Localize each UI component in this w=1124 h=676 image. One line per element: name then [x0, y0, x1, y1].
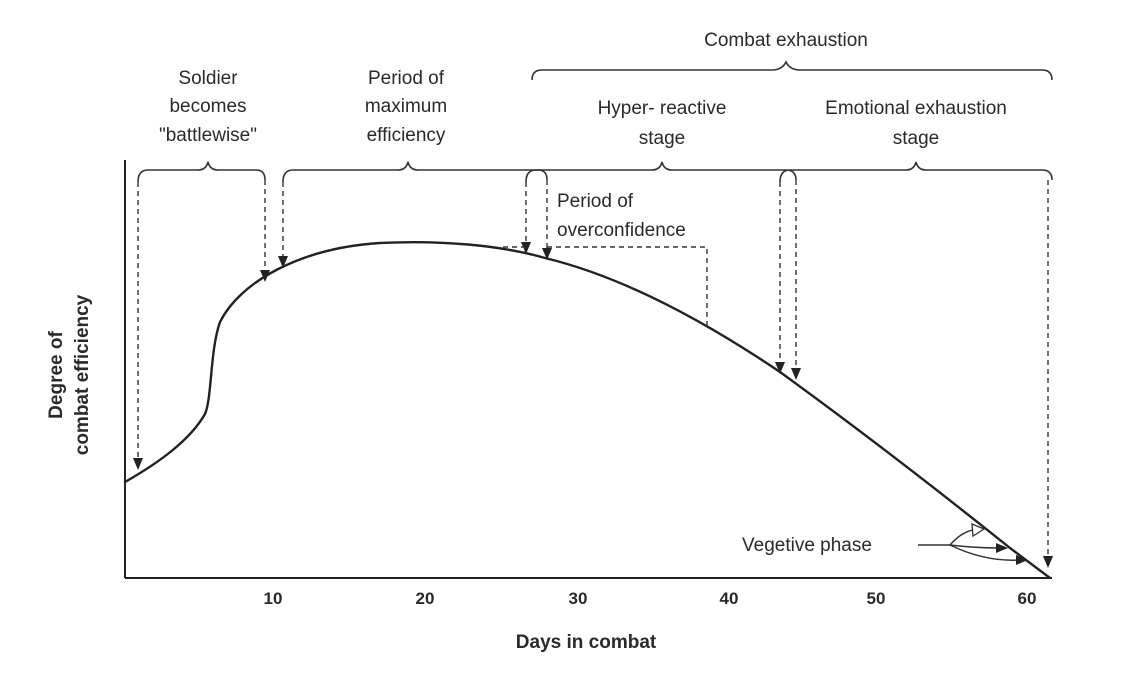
emotional-exhaustion-brace [779, 161, 1053, 183]
x-tick-10: 10 [264, 589, 283, 608]
drop-line-hyper-start [521, 182, 531, 254]
max-efficiency-label-line3: efficiency [367, 125, 446, 146]
overconfidence-label-line2: overconfidence [557, 220, 686, 241]
y-axis-title: Degree of combat efficiency [46, 294, 93, 455]
drop-line-max-efficiency-end [542, 180, 552, 260]
battlewise-label-line1: Soldier [178, 68, 238, 89]
combat-exhaustion-brace [531, 60, 1053, 81]
x-tick-40: 40 [720, 589, 739, 608]
drop-line-hyper-end [791, 180, 801, 380]
x-tick-60: 60 [1018, 589, 1037, 608]
emotional-exhaustion-label-line2: stage [893, 128, 939, 149]
max-efficiency-label-line2: maximum [365, 96, 447, 117]
overconfidence-bracket [503, 246, 708, 328]
hyper-reactive-label-line2: stage [639, 128, 685, 149]
y-axis-title-line1: Degree of [46, 331, 67, 419]
hyper-reactive-label-line1: Hyper- reactive [598, 98, 727, 119]
drop-line-emotional-start [775, 182, 785, 374]
x-axis-title: Days in combat [516, 632, 657, 653]
drop-line-max-efficiency-start [278, 182, 288, 268]
drop-line-battlewise-end [260, 180, 270, 282]
battlewise-brace [137, 161, 266, 183]
drop-line-battlewise-start [133, 182, 143, 470]
battlewise-label-line2: becomes [169, 96, 246, 117]
combat-exhaustion-label: Combat exhaustion [704, 30, 868, 51]
drop-line-emotional-end [1043, 180, 1053, 568]
x-tick-50: 50 [867, 589, 886, 608]
overconfidence-label-line1: Period of [557, 191, 634, 212]
y-axis-title-line2: combat efficiency [72, 294, 93, 455]
max-efficiency-brace [282, 161, 548, 183]
vegetive-phase-label: Vegetive phase [742, 535, 872, 556]
vegetive-phase-arrows [918, 522, 1028, 565]
max-efficiency-label-line1: Period of [368, 68, 445, 89]
x-tick-20: 20 [416, 589, 435, 608]
battlewise-label-line3: "battlewise" [159, 125, 257, 146]
emotional-exhaustion-label-line1: Emotional exhaustion [825, 98, 1007, 119]
hyper-reactive-brace [525, 161, 797, 183]
efficiency-curve [123, 240, 1052, 580]
x-tick-30: 30 [569, 589, 588, 608]
